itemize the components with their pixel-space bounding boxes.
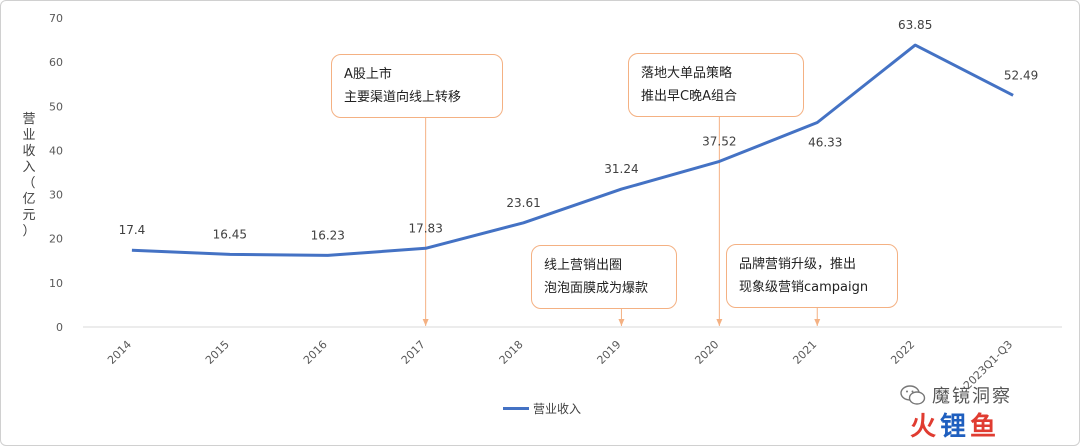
y-axis-title: 营业收入（亿元） <box>18 112 40 240</box>
annotation-arrow-head <box>716 319 723 326</box>
legend: 营业收入 <box>503 400 581 417</box>
y-axis-title-char: 亿 <box>22 192 36 207</box>
annotation-line: 线上营销出圈 <box>544 258 623 273</box>
data-label: 16.45 <box>213 227 247 241</box>
y-axis-title-char: ） <box>22 224 36 239</box>
y-axis-title-char: 入 <box>22 160 36 175</box>
data-label: 31.24 <box>604 162 638 176</box>
annotation-arrow-head <box>814 319 821 326</box>
data-label: 23.61 <box>506 196 540 210</box>
y-axis-title-char: 收 <box>22 144 36 159</box>
x-tick-label: 2017 <box>399 338 428 367</box>
data-label: 52.49 <box>1004 68 1038 82</box>
legend-label: 营业收入 <box>533 402 582 416</box>
data-label: 63.85 <box>898 18 932 32</box>
annotation-line: A股上市 <box>344 67 392 82</box>
watermark-logo: 火锂鱼 <box>910 406 1000 443</box>
y-tick-label: 50 <box>49 100 63 113</box>
y-axis-title-char: 业 <box>22 128 36 143</box>
x-tick-label: 2016 <box>301 338 330 367</box>
y-tick-label: 60 <box>49 56 63 69</box>
series-line-revenue <box>131 43 1014 257</box>
annotation-line: 推出早C晚A组合 <box>641 89 737 104</box>
y-tick-label: 10 <box>49 277 63 290</box>
annotation-callout-2017: A股上市 主要渠道向线上转移 <box>331 54 503 118</box>
watermark: 魔镜洞察 火锂鱼 <box>898 380 1068 442</box>
annotation-line: 现象级营销campaign <box>739 280 869 295</box>
x-axis-ticks: 2014 2015 2016 2017 2018 2019 2020 2021 2022 2023… <box>105 338 1015 392</box>
annotation-line: 主要渠道向线上转移 <box>344 90 462 105</box>
y-axis-ticks: 0 10 20 30 40 50 60 70 <box>49 12 63 334</box>
data-label: 17.83 <box>408 221 442 235</box>
x-tick-label: 2022 <box>888 338 917 367</box>
annotation-callout-2020: 落地大单品策略 推出早C晚A组合 <box>628 53 804 117</box>
logo-char: 锂 <box>940 412 971 442</box>
x-tick-label: 2021 <box>790 338 819 367</box>
annotation-arrows <box>422 117 821 326</box>
annotation-line: 落地大单品策略 <box>641 66 733 81</box>
wechat-icon <box>900 385 926 405</box>
annotation-line: 品牌营销升级，推出 <box>739 257 857 272</box>
data-labels: 17.4 16.45 16.23 17.83 23.61 31.24 37.52 46.33 6… <box>119 18 1039 242</box>
y-axis-title-char: 元 <box>22 208 36 223</box>
x-tick-label: 2020 <box>692 338 721 367</box>
x-tick-label: 2018 <box>497 338 526 367</box>
y-tick-label: 40 <box>49 144 63 157</box>
data-label: 37.52 <box>702 134 736 148</box>
x-tick-label: 2014 <box>105 338 134 367</box>
annotation-arrow-head <box>422 319 429 326</box>
watermark-text: 魔镜洞察 <box>932 386 1012 407</box>
legend-swatch <box>503 407 529 410</box>
x-tick-label: 2019 <box>595 338 624 367</box>
logo-char: 火 <box>910 412 941 442</box>
annotation-line: 泡泡面膜成为爆款 <box>544 281 649 296</box>
y-tick-label: 20 <box>49 233 63 246</box>
y-axis-title-char: （ <box>22 176 36 191</box>
data-label: 46.33 <box>808 135 842 149</box>
logo-char: 鱼 <box>970 412 1001 442</box>
y-axis-title-char: 营 <box>22 112 36 127</box>
data-label: 17.4 <box>119 223 146 237</box>
annotation-callout-2021: 品牌营销升级，推出 现象级营销campaign <box>726 244 898 308</box>
x-tick-label: 2015 <box>203 338 232 367</box>
data-label: 16.23 <box>311 228 345 242</box>
y-tick-label: 70 <box>49 12 63 25</box>
annotation-callout-2019: 线上营销出圈 泡泡面膜成为爆款 <box>531 245 677 309</box>
annotation-arrow-head <box>618 319 625 326</box>
y-tick-label: 0 <box>56 321 63 334</box>
y-tick-label: 30 <box>49 189 63 202</box>
